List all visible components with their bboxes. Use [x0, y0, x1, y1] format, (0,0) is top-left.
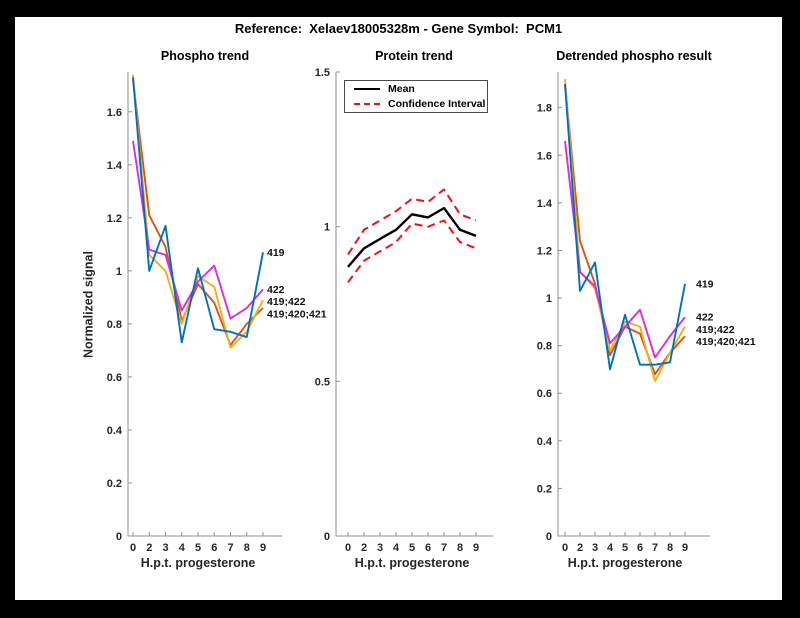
series-line-419;422: [564, 79, 686, 383]
y-tick-label: 0.4: [107, 425, 123, 437]
end-label-419: 419: [696, 278, 714, 290]
series-line-419;420;421: [132, 79, 264, 347]
y-tick-label: 1.4: [107, 160, 123, 172]
y-tick-label: 1: [546, 293, 552, 305]
end-label-419;422: 419;422: [267, 296, 306, 308]
x-tick-label: 4: [393, 542, 400, 554]
legend-label-mean: Mean: [388, 83, 415, 96]
series-line-419;422: [132, 74, 264, 349]
axis-lines: [335, 72, 493, 537]
x-tick-label: 3: [377, 542, 383, 554]
y-tick-label: 1.4: [537, 198, 553, 210]
y-tick-label: 1.8: [537, 103, 552, 115]
series-line-419: [132, 77, 264, 344]
x-tick-label: 6: [637, 542, 643, 554]
axis-lines: [127, 72, 282, 537]
series-line-422: [132, 140, 264, 320]
end-label-422: 422: [696, 312, 714, 324]
end-label-419: 419: [267, 247, 285, 259]
series-line-CI lower: [347, 219, 477, 283]
legend-box: Mean Confidence Interval: [344, 80, 488, 113]
x-tick-label: 7: [441, 542, 447, 554]
x-tick-label: 3: [162, 542, 168, 554]
axis-lines: [557, 72, 710, 537]
x-tick-label: 9: [260, 542, 266, 554]
confidence-interval-line-sample-icon: [354, 102, 380, 105]
charts-canvas: 00.20.40.60.811.21.41.60 2 3 4 5 6 7 8 941942241…: [107, 67, 756, 554]
x-tick-label: 8: [667, 542, 673, 554]
x-tick-label: 5: [622, 542, 628, 554]
x-tick-label: 7: [652, 542, 658, 554]
y-tick-label: 0.8: [537, 341, 552, 353]
legend-entry-mean: Mean: [354, 83, 487, 95]
y-tick-label: 1: [116, 266, 122, 278]
x-tick-label: 8: [244, 542, 250, 554]
y-tick-label: 0.6: [107, 372, 122, 384]
legend-label-confidence-interval: Confidence Interval: [388, 97, 486, 110]
series-line-CI upper: [347, 188, 477, 256]
y-tick-label: 0: [546, 531, 552, 543]
series-line-419;420;421: [564, 83, 686, 376]
x-axis-label-phospho: H.p.t. progesterone: [140, 556, 256, 570]
y-tick-label: 0.8: [107, 319, 122, 331]
y-tick-label: 0.4: [537, 436, 553, 448]
y-tick-label: 0.2: [107, 478, 122, 490]
x-tick-label: 2: [146, 542, 152, 554]
legend-entry-confidence-interval: Confidence Interval: [354, 98, 487, 110]
x-tick-label: 7: [227, 542, 233, 554]
x-tick-label: 6: [211, 542, 217, 554]
end-label-422: 422: [267, 284, 285, 296]
figure-title: Reference: Xelaev18005328m - Gene Symbol…: [234, 21, 563, 36]
end-label-419;420;421: 419;420;421: [696, 336, 756, 348]
y-tick-label: 1.6: [107, 107, 122, 119]
subplot-title-protein-trend: Protein trend: [375, 49, 453, 63]
series-line-Mean: [347, 206, 477, 268]
x-tick-label: 0: [345, 542, 351, 554]
y-axis-label: Normalized signal: [81, 251, 96, 358]
x-tick-label: 5: [195, 542, 201, 554]
figure-canvas: Reference: Xelaev18005328m - Gene Symbol…: [15, 17, 782, 600]
x-tick-label: 5: [409, 542, 415, 554]
x-tick-label: 3: [592, 542, 598, 554]
subplot-title-phospho-trend: Phospho trend: [160, 49, 250, 63]
x-axis-label-detrended: H.p.t. progesterone: [567, 556, 683, 570]
y-tick-label: 0.6: [537, 388, 552, 400]
y-tick-label: 0: [116, 531, 122, 543]
subplot-title-detrended-phospho: Detrended phospho result: [556, 49, 712, 63]
x-tick-label: 9: [682, 542, 688, 554]
end-label-419;420;421: 419;420;421: [267, 308, 327, 320]
x-tick-label: 4: [607, 542, 614, 554]
y-tick-label: 0.2: [537, 483, 552, 495]
series-line-422: [564, 140, 686, 359]
x-tick-label: 2: [361, 542, 367, 554]
x-tick-label: 0: [562, 542, 568, 554]
mean-line-sample-icon: [354, 88, 380, 91]
x-tick-label: 0: [130, 542, 136, 554]
end-label-419;422: 419;422: [696, 324, 735, 336]
y-tick-label: 1: [324, 222, 330, 234]
y-tick-label: 1.5: [315, 67, 330, 79]
y-tick-label: 0.5: [315, 376, 330, 388]
x-tick-label: 9: [473, 542, 479, 554]
x-tick-label: 4: [179, 542, 186, 554]
x-tick-label: 8: [457, 542, 463, 554]
x-tick-label: 6: [425, 542, 431, 554]
y-tick-label: 1.2: [537, 245, 552, 257]
y-tick-label: 1.2: [107, 213, 122, 225]
x-tick-label: 2: [577, 542, 583, 554]
y-tick-label: 1.6: [537, 150, 552, 162]
series-line-419: [564, 83, 686, 371]
y-tick-label: 0: [324, 531, 330, 543]
x-axis-label-protein: H.p.t. progesterone: [354, 556, 470, 570]
